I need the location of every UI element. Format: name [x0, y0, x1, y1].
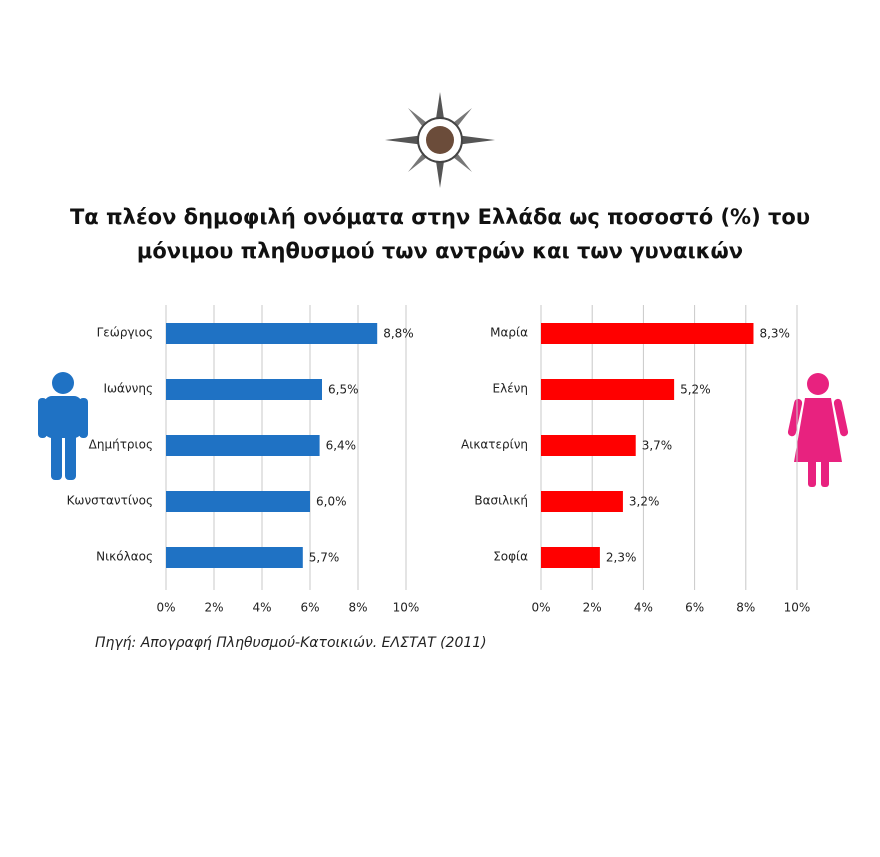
x-tick-label: 8%: [348, 601, 367, 615]
y-tick-label: Ελένη: [493, 382, 528, 396]
value-label: 6,0%: [316, 495, 347, 509]
x-tick-label: 10%: [393, 601, 420, 615]
logo: [385, 92, 495, 188]
bar: [166, 547, 303, 568]
y-tick-label: Βασιλική: [474, 494, 528, 508]
value-label: 3,7%: [642, 439, 673, 453]
bar: [166, 435, 320, 456]
bar: [541, 491, 623, 512]
bar: [166, 379, 322, 400]
female-icon: [787, 373, 849, 487]
chart-title: μόνιμου πληθυσμού των αντρών και των γυν…: [137, 239, 743, 263]
value-label: 2,3%: [606, 551, 637, 565]
x-tick-label: 6%: [300, 601, 319, 615]
bar: [166, 323, 378, 344]
bar: [541, 435, 636, 456]
bar: [541, 379, 675, 400]
value-label: 8,3%: [759, 327, 790, 341]
bar: [166, 491, 310, 512]
y-tick-label: Ιωάννης: [103, 382, 153, 396]
y-tick-label: Μαρία: [490, 326, 528, 340]
y-tick-label: Σοφία: [493, 550, 528, 564]
value-label: 6,4%: [326, 439, 357, 453]
value-label: 3,2%: [629, 495, 660, 509]
x-tick-label: 8%: [736, 601, 755, 615]
x-tick-label: 4%: [252, 601, 271, 615]
y-tick-label: Αικατερίνη: [461, 438, 528, 452]
y-tick-label: Κωνσταντίνος: [67, 494, 153, 508]
chart-title: Τα πλέον δημοφιλή ονόματα στην Ελλάδα ως…: [70, 205, 810, 229]
y-tick-label: Δημήτριος: [89, 438, 153, 452]
value-label: 8,8%: [383, 327, 414, 341]
value-label: 6,5%: [328, 383, 359, 397]
x-tick-label: 0%: [156, 601, 175, 615]
male-icon: [38, 372, 88, 480]
value-label: 5,7%: [309, 551, 340, 565]
value-label: 5,2%: [680, 383, 711, 397]
x-tick-label: 10%: [784, 601, 811, 615]
x-tick-label: 2%: [583, 601, 602, 615]
bar: [541, 547, 600, 568]
x-tick-label: 2%: [204, 601, 223, 615]
x-tick-label: 0%: [531, 601, 550, 615]
bar: [541, 323, 754, 344]
source-note: Πηγή: Απογραφή Πληθυσμού-Κατοικιών. ΕΛΣΤ…: [95, 635, 487, 651]
y-tick-label: Νικόλαος: [96, 550, 153, 564]
x-tick-label: 6%: [685, 601, 704, 615]
x-tick-label: 4%: [634, 601, 653, 615]
y-tick-label: Γεώργιος: [97, 326, 153, 340]
